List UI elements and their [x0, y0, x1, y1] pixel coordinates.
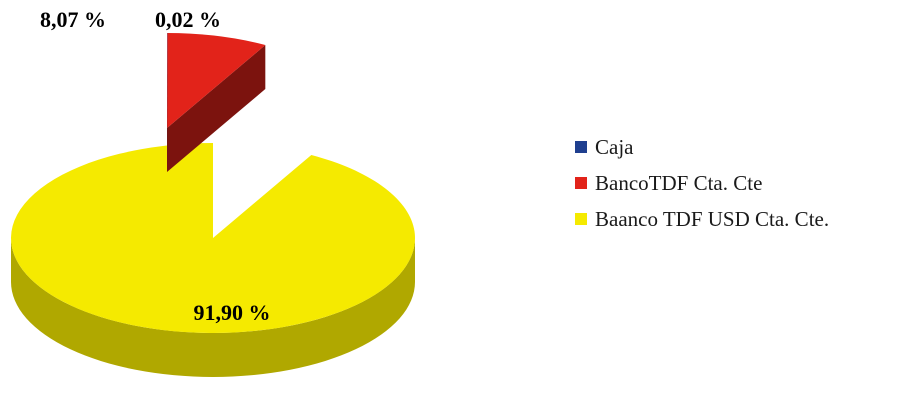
- pie-slice-top: [167, 33, 266, 128]
- pie-slice-top: [10, 143, 415, 333]
- data-label-0: 0,02 %: [155, 7, 221, 32]
- data-label-1: 8,07 %: [40, 7, 106, 32]
- legend-label: Baanco TDF USD Cta. Cte.: [595, 206, 830, 231]
- legend-item-baanco-tdf-usd-cta-cte: Baanco TDF USD Cta. Cte.: [575, 206, 829, 232]
- legend-item-caja: Caja: [575, 134, 829, 160]
- pie-slice-1: [167, 33, 266, 172]
- chart-legend: Caja BancoTDF Cta. Cte Baanco TDF USD Ct…: [575, 134, 829, 242]
- pie-slice-2: [10, 143, 415, 377]
- legend-swatch: [575, 177, 587, 189]
- legend-label: Caja: [595, 134, 634, 159]
- pie-slice-side: [11, 238, 415, 377]
- legend-item-bancotdf-cta-cte: BancoTDF Cta. Cte: [575, 170, 829, 196]
- legend-label: BancoTDF Cta. Cte: [595, 170, 763, 195]
- pie-slice-wall: [167, 45, 266, 172]
- legend-swatch: [575, 141, 587, 153]
- legend-swatch: [575, 213, 587, 225]
- data-label-2: 91,90 %: [194, 300, 271, 325]
